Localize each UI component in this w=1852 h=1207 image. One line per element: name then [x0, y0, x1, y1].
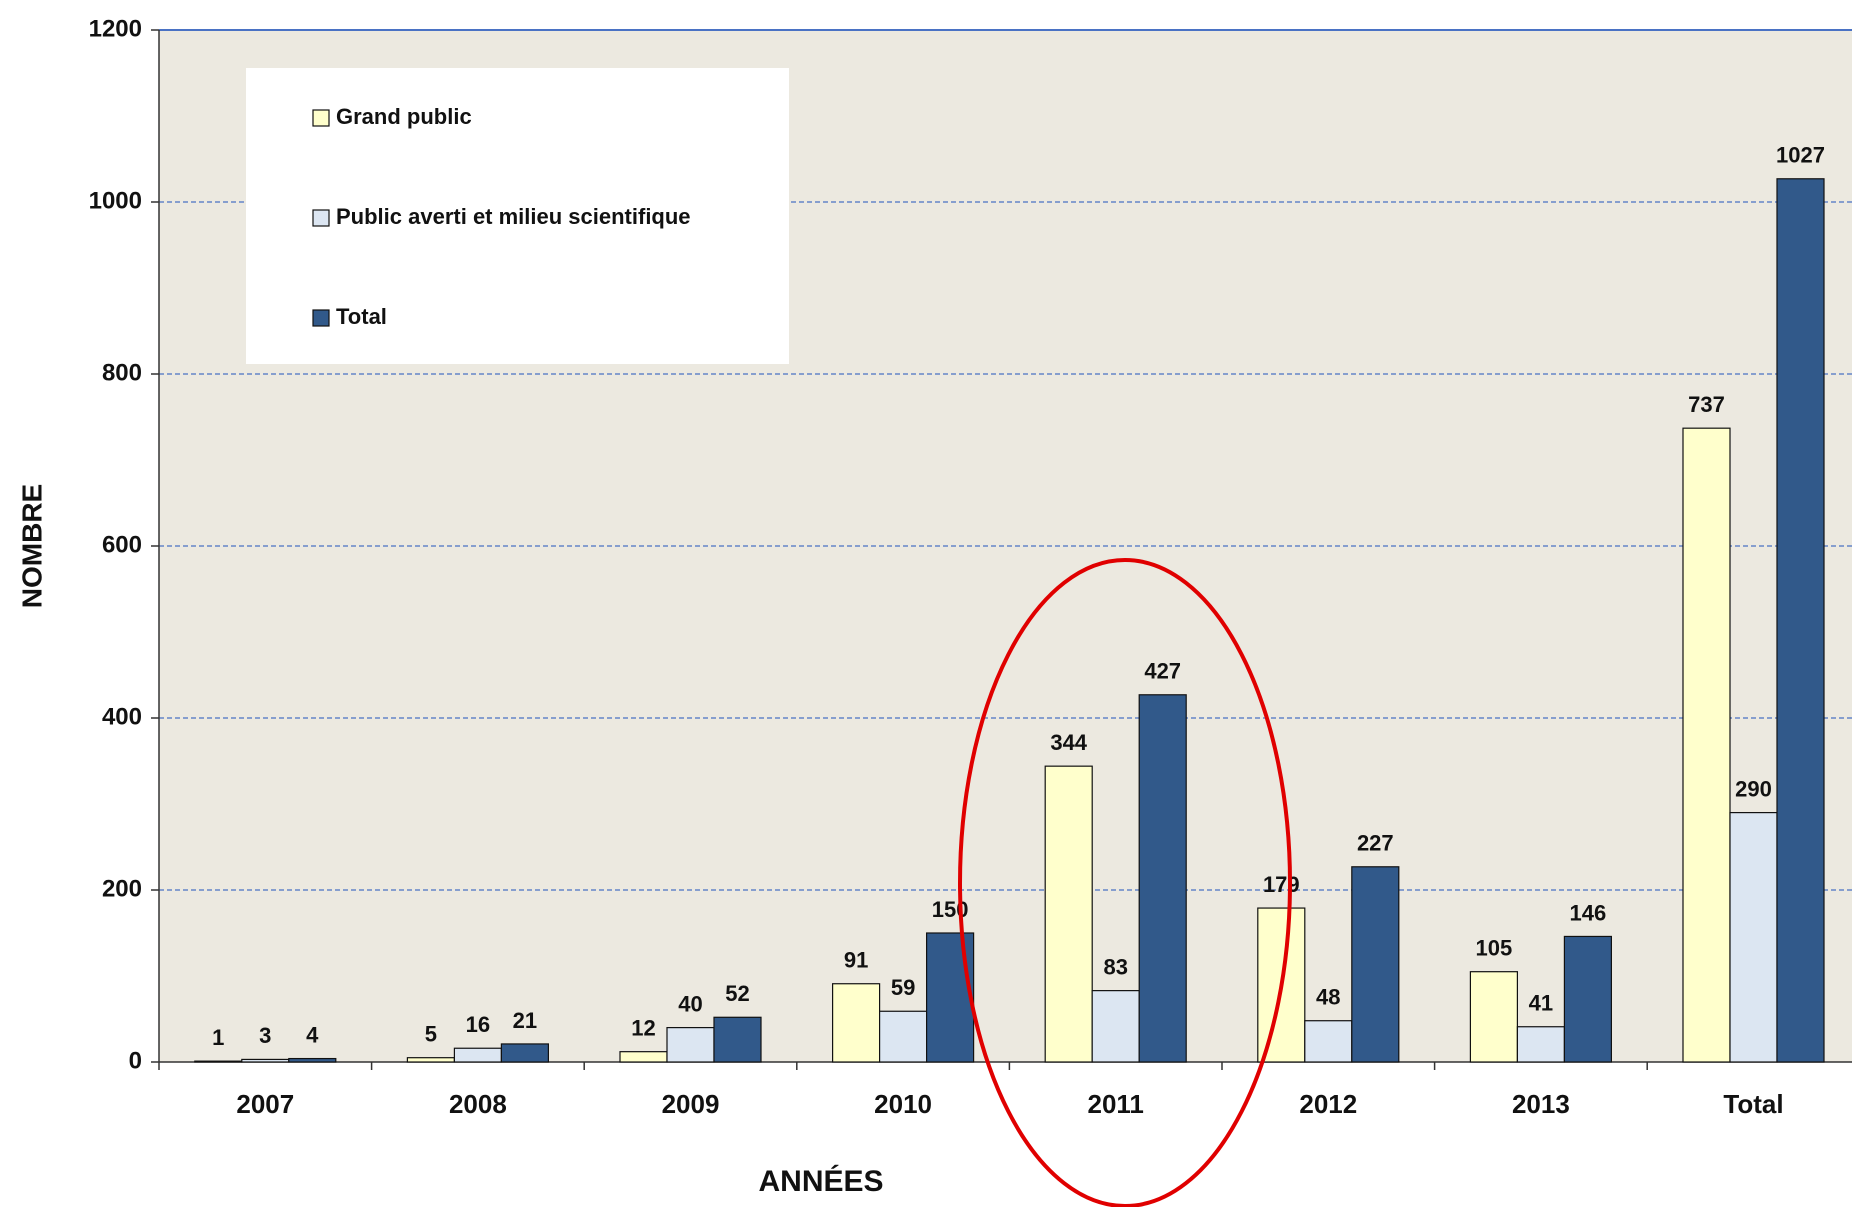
legend-swatch	[312, 109, 330, 127]
bar	[1091, 990, 1140, 1063]
bar	[453, 1047, 502, 1063]
legend: Grand public Public averti et milieu scie…	[312, 104, 691, 329]
bar	[1351, 866, 1400, 1063]
bar	[288, 1057, 337, 1063]
data-label: 91	[844, 948, 868, 973]
data-label: 12	[631, 1015, 655, 1040]
data-label: 3	[259, 1023, 271, 1048]
bar	[1469, 971, 1519, 1063]
bar	[1682, 427, 1731, 1063]
data-label: 227	[1357, 831, 1394, 856]
data-label: 105	[1476, 936, 1513, 961]
data-label: 146	[1570, 900, 1607, 925]
bar	[878, 1010, 928, 1063]
data-label: 290	[1735, 776, 1772, 801]
x-tick-label: Total	[1723, 1089, 1783, 1119]
y-tick-label: 1000	[89, 187, 142, 214]
data-label: 4	[306, 1022, 319, 1047]
bar	[1044, 765, 1093, 1063]
y-tick-label: 600	[102, 531, 142, 558]
legend-box	[246, 68, 789, 364]
x-tick-label: 2011	[1087, 1089, 1143, 1119]
data-label: 5	[425, 1022, 437, 1047]
data-label: 179	[1263, 872, 1300, 897]
legend-label: Grand public	[336, 104, 472, 129]
legend-swatch	[312, 309, 330, 327]
bar	[1516, 1026, 1566, 1063]
bar	[619, 1051, 668, 1063]
y-tick-label: 200	[102, 875, 142, 902]
y-tick-label: 400	[102, 703, 142, 730]
data-label: 1	[212, 1025, 224, 1050]
data-label: 1027	[1776, 143, 1825, 168]
data-label: 83	[1103, 954, 1127, 979]
x-tick-label: 2008	[449, 1089, 507, 1119]
data-label: 41	[1529, 991, 1553, 1016]
y-tick-label: 800	[102, 359, 142, 386]
x-tick-label: 2009	[662, 1089, 720, 1119]
data-label: 737	[1688, 392, 1725, 417]
x-axis-title: ANNÉES	[758, 1164, 883, 1198]
bar	[1138, 694, 1187, 1063]
data-label: 48	[1316, 985, 1340, 1010]
legend-label: Public averti et milieu scientifique	[336, 204, 691, 229]
legend-swatch	[312, 209, 330, 227]
bar	[713, 1016, 762, 1063]
bar	[241, 1058, 290, 1063]
bar	[194, 1060, 243, 1063]
data-label: 52	[725, 981, 749, 1006]
bar	[1729, 811, 1778, 1063]
legend-label: Total	[336, 304, 387, 329]
data-label: 427	[1144, 659, 1181, 684]
data-label: 59	[891, 975, 915, 1000]
data-label: 40	[678, 991, 702, 1016]
x-tick-label: 2007	[236, 1089, 294, 1119]
data-label: 344	[1050, 730, 1087, 755]
x-tick-label: 2010	[874, 1089, 932, 1119]
y-tick-label: 1200	[89, 15, 142, 42]
bar	[1776, 178, 1825, 1063]
bar	[1304, 1020, 1353, 1063]
x-tick-label: 2012	[1299, 1089, 1357, 1119]
highlight-ellipse	[958, 558, 1292, 1207]
bar	[1563, 935, 1613, 1063]
bar	[831, 983, 881, 1063]
y-axis-title: NOMBRE	[16, 484, 47, 608]
y-tick-label: 0	[129, 1047, 142, 1074]
bar	[406, 1057, 455, 1063]
data-label: 16	[466, 1012, 490, 1037]
data-label: 21	[513, 1008, 537, 1033]
bar	[666, 1026, 715, 1063]
x-tick-label: 2013	[1512, 1089, 1570, 1119]
bar	[925, 932, 975, 1063]
bar	[500, 1043, 549, 1063]
